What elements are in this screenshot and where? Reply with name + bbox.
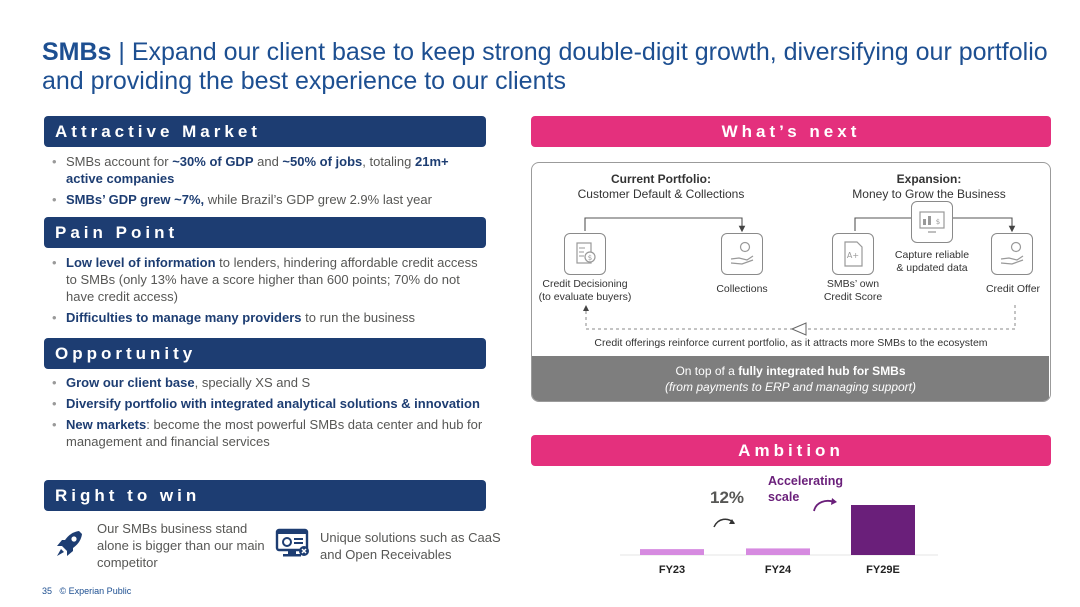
whats-next-header: What’s next	[531, 116, 1051, 147]
current-portfolio-title: Current Portfolio:	[611, 172, 711, 186]
opportunity-list: Grow our client base, specially XS and S…	[44, 374, 484, 454]
list-item: Diversify portfolio with integrated anal…	[44, 395, 484, 412]
attractive-market-header: Attractive Market	[44, 116, 486, 147]
svg-text:A+: A+	[847, 251, 859, 260]
footer: 35 © Experian Public	[42, 586, 131, 596]
svg-text:$: $	[588, 254, 592, 262]
smbs-credit-score-label: SMBs’ own Credit Score	[823, 278, 883, 303]
hub-subtext: (from payments to ERP and managing suppo…	[664, 380, 916, 394]
credit-score-document-icon: A+	[832, 233, 874, 275]
title-rest: | Expand our client base to keep strong …	[42, 38, 1048, 95]
footer-text: © Experian Public	[59, 586, 132, 596]
capture-data-label: Capture reliable & updated data	[894, 249, 970, 274]
list-item: Grow our client base, specially XS and S	[44, 374, 484, 391]
current-portfolio-sub: Customer Default & Collections	[577, 187, 745, 201]
integrated-hub-banner: On top of a fully integrated hub for SMB…	[532, 356, 1049, 401]
pain-point-header: Pain Point	[44, 217, 486, 248]
x-label-fy23: FY23	[659, 564, 685, 576]
list-item: SMBs account for ~30% of GDP and ~50% of…	[44, 153, 484, 187]
x-label-fy24: FY24	[765, 564, 792, 576]
loop-text: Credit offerings reinforce current portf…	[594, 337, 988, 349]
bar-fy24	[746, 548, 810, 555]
attractive-market-list: SMBs account for ~30% of GDP and ~50% of…	[44, 153, 484, 212]
list-item: Difficulties to manage many providers to…	[44, 309, 484, 326]
accelerating-arrow-icon	[813, 498, 837, 512]
opportunity-header: Opportunity	[44, 338, 486, 369]
expansion-heading: Expansion: Money to Grow the Business	[824, 172, 1034, 202]
page-title: SMBs | Expand our client base to keep st…	[42, 38, 1052, 96]
svg-text:$: $	[936, 218, 940, 226]
list-item: SMBs’ GDP grew ~7%, while Brazil’s GDP g…	[44, 191, 484, 208]
hub-text: On top of a	[675, 364, 739, 378]
document-dollar-icon: $	[564, 233, 606, 275]
accelerating-label: Accelerating scale	[768, 474, 844, 504]
list-item: Low level of information to lenders, hin…	[44, 254, 484, 305]
right-to-win-header: Right to win	[44, 480, 486, 511]
data-screen-icon: $	[911, 201, 953, 243]
current-portfolio-heading: Current Portfolio: Customer Default & Co…	[552, 172, 770, 202]
credit-decisioning-label: Credit Decisioning (to evaluate buyers)	[538, 278, 632, 303]
whats-next-diagram: Current Portfolio: Customer Default & Co…	[531, 162, 1051, 402]
rtw-item-2: Unique solutions such as CaaS and Open R…	[320, 530, 501, 562]
collections-label: Collections	[716, 283, 768, 295]
title-bold: SMBs	[42, 38, 112, 66]
hand-offer-icon	[991, 233, 1033, 275]
dashboard-icon	[275, 527, 311, 559]
growth-arrow-icon	[713, 518, 735, 528]
list-item: New markets: become the most powerful SM…	[44, 416, 484, 450]
expansion-title: Expansion:	[896, 172, 962, 186]
pain-point-list: Low level of information to lenders, hin…	[44, 254, 484, 330]
growth-label: 12%	[710, 488, 745, 507]
rocket-icon	[53, 526, 87, 560]
credit-offer-label: Credit Offer	[985, 283, 1041, 295]
hand-coin-icon	[721, 233, 763, 275]
rtw-item-1: Our SMBs business stand alone is bigger …	[97, 521, 265, 570]
expansion-sub: Money to Grow the Business	[852, 187, 1006, 201]
ambition-bar-chart: FY23 FY24 FY29E	[620, 505, 938, 576]
x-label-fy29e: FY29E	[866, 564, 900, 576]
ambition-header: Ambition	[531, 435, 1051, 466]
hub-bold: fully integrated hub for SMBs	[738, 364, 906, 378]
page-number: 35	[42, 586, 53, 596]
bar-fy29e	[851, 505, 915, 555]
bar-fy23	[640, 549, 704, 555]
